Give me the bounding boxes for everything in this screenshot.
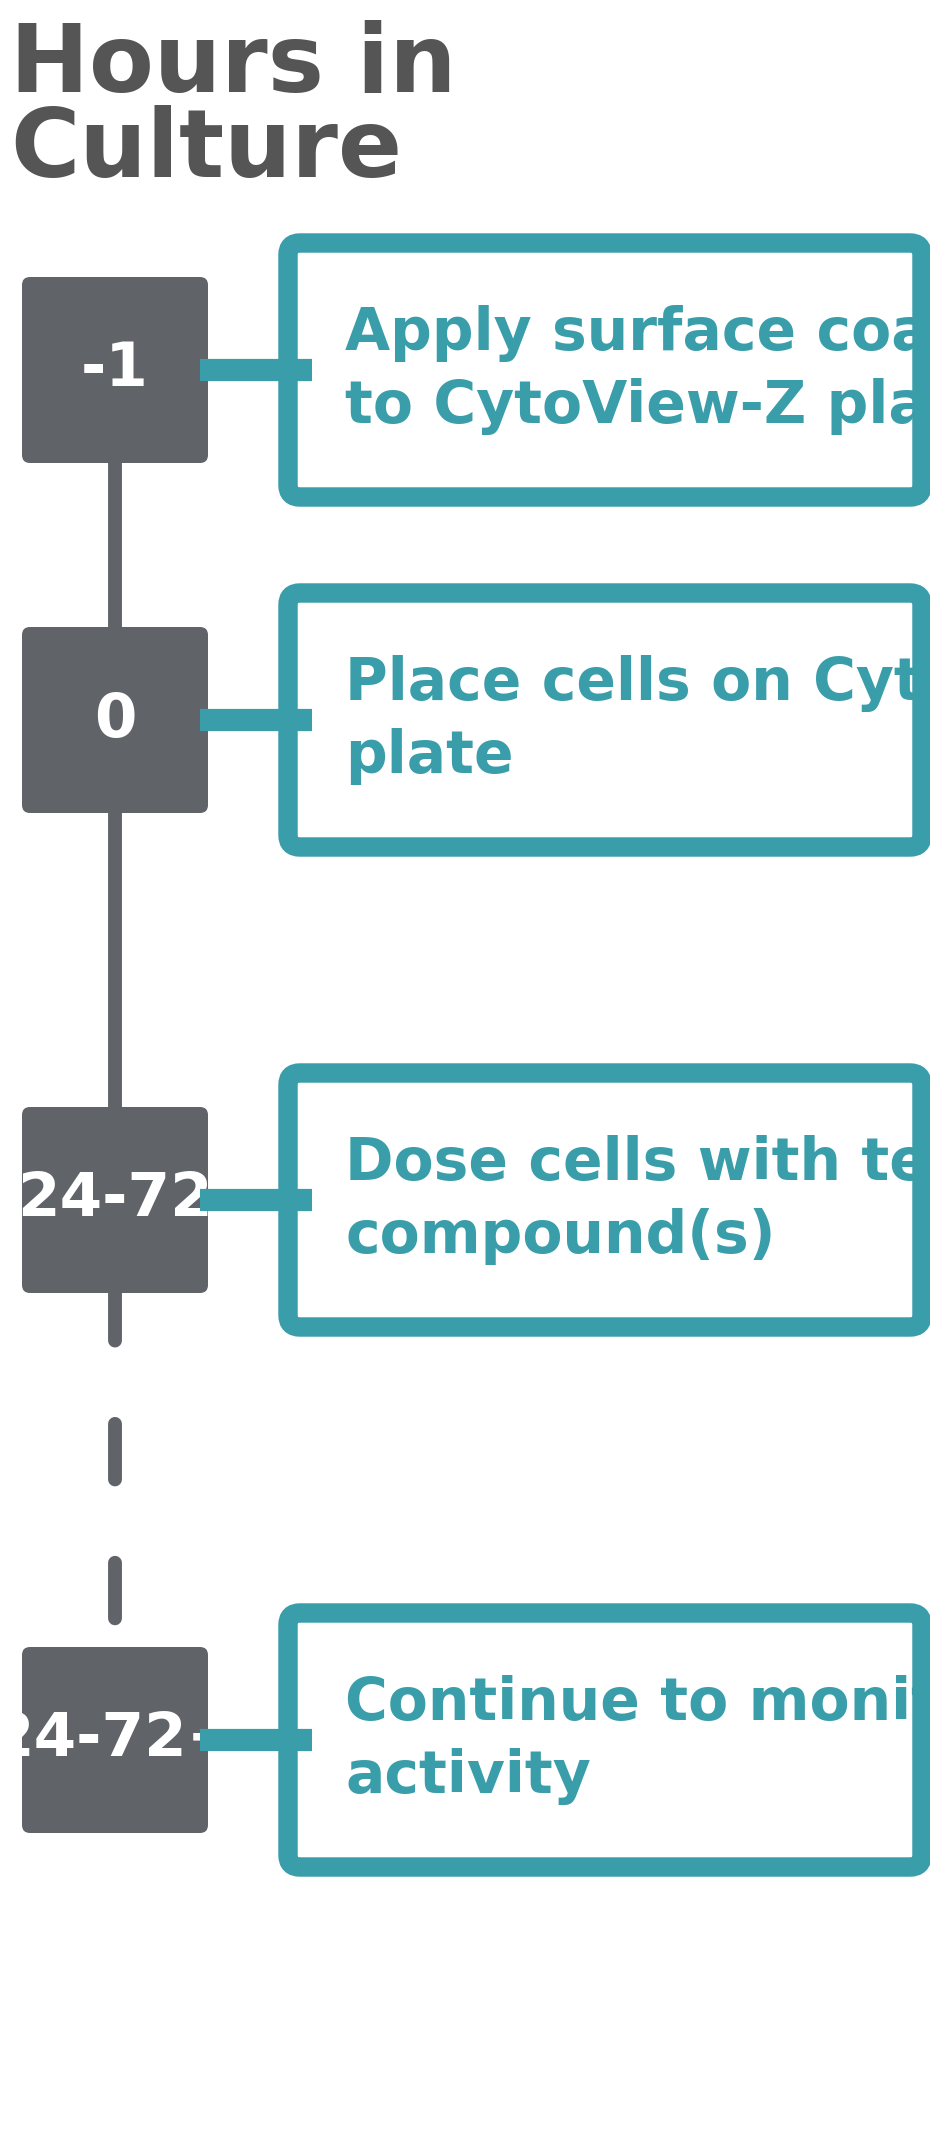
Text: 24-72: 24-72: [17, 1170, 213, 1230]
FancyBboxPatch shape: [22, 627, 208, 812]
Text: 24-72+: 24-72+: [0, 1710, 238, 1770]
Text: 0: 0: [94, 691, 136, 750]
FancyBboxPatch shape: [22, 1107, 208, 1292]
Text: Apply surface coating
to CytoView-Z plate: Apply surface coating to CytoView-Z plat…: [345, 305, 930, 435]
Text: Hours in: Hours in: [10, 19, 457, 113]
FancyBboxPatch shape: [22, 1648, 208, 1834]
FancyBboxPatch shape: [288, 593, 922, 846]
Text: Continue to monitor
activity: Continue to monitor activity: [345, 1676, 930, 1806]
FancyBboxPatch shape: [22, 277, 208, 463]
Text: Place cells on CytoView-Z
plate: Place cells on CytoView-Z plate: [345, 655, 930, 785]
Text: -1: -1: [81, 341, 149, 399]
Text: Dose cells with test
compound(s): Dose cells with test compound(s): [345, 1134, 930, 1264]
FancyBboxPatch shape: [288, 1072, 922, 1326]
Text: Culture: Culture: [10, 104, 402, 196]
FancyBboxPatch shape: [288, 1614, 922, 1868]
FancyBboxPatch shape: [288, 243, 922, 497]
